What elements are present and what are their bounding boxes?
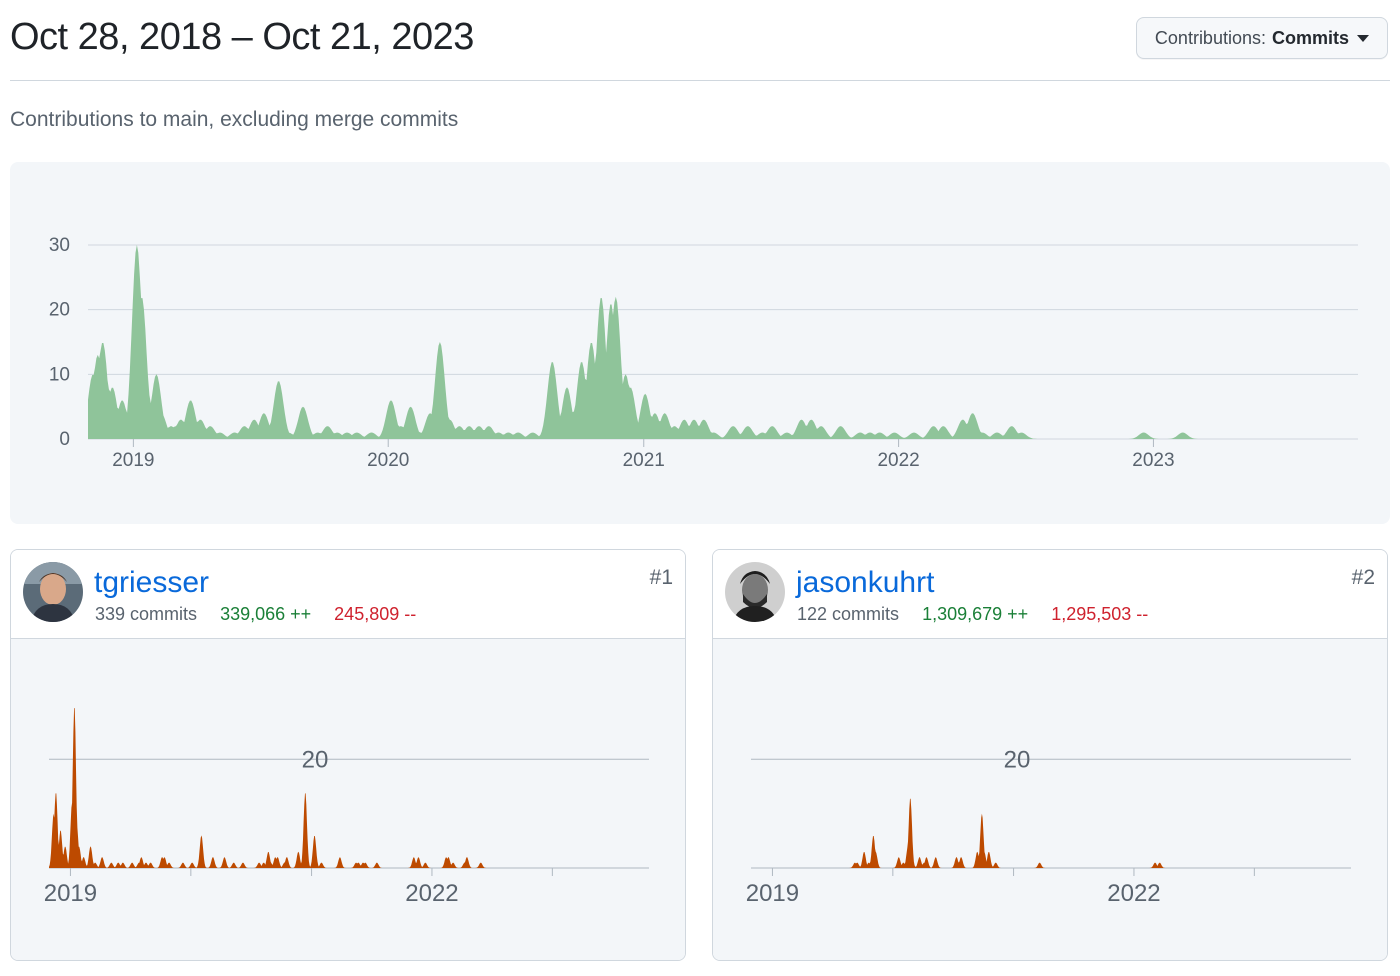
- y-tick-label: 20: [49, 300, 70, 321]
- contributor-chart-svg: 20 2019 2022: [44, 708, 649, 907]
- y-tick-label: 10: [49, 364, 70, 385]
- contributor-card: jasonkuhrt 122 commits 1,309,679 ++ 1,29…: [712, 549, 1388, 961]
- x-tick-label: 2020: [367, 450, 409, 471]
- contributor-chart-svg: 20 2019 2022: [746, 746, 1351, 907]
- series-area: [751, 798, 1351, 868]
- chart-subtitle: Contributions to main, excluding merge c…: [10, 108, 459, 131]
- additions-count: 1,309,679 ++: [922, 604, 1029, 624]
- contributor-card: tgriesser 339 commits 339,066 ++ 245,809…: [10, 549, 686, 961]
- contributor-stats: 339 commits 339,066 ++ 245,809 --: [95, 604, 434, 625]
- additions-count: 339,066 ++: [220, 604, 312, 624]
- contributor-card-header: jasonkuhrt 122 commits 1,309,679 ++ 1,29…: [713, 550, 1387, 639]
- x-tick-label: 2019: [44, 880, 97, 907]
- commit-count[interactable]: 122 commits: [797, 604, 900, 624]
- contributor-username-link[interactable]: jasonkuhrt: [796, 566, 935, 599]
- avatar[interactable]: [725, 562, 785, 622]
- contributor-username-link[interactable]: tgriesser: [94, 566, 210, 599]
- contributor-chart: 20 2019 2022: [11, 639, 685, 960]
- dropdown-value: Commits: [1271, 27, 1349, 48]
- overall-contributions-svg: 0 10 20 30 2019 2020 2021 2022 2023: [49, 235, 1358, 471]
- commit-count[interactable]: 339 commits: [95, 604, 198, 624]
- overall-contributions-chart: 0 10 20 30 2019 2020 2021 2022 2023: [10, 162, 1390, 524]
- deletions-count: 1,295,503 --: [1051, 604, 1149, 624]
- y-tick-label: 20: [1004, 746, 1031, 773]
- contributor-rank: #2: [1351, 566, 1375, 589]
- x-tick-label: 2021: [623, 450, 665, 471]
- x-tick-label: 2022: [405, 880, 458, 907]
- x-tick-label: 2019: [112, 450, 154, 471]
- x-tick-label: 2019: [746, 880, 799, 907]
- contributor-card-header: tgriesser 339 commits 339,066 ++ 245,809…: [11, 550, 685, 639]
- dropdown-label: Contributions:: [1154, 27, 1266, 48]
- page-header: Oct 28, 2018 – Oct 21, 2023 Contribution…: [10, 0, 1390, 81]
- series-area: [49, 708, 649, 868]
- contributor-rank: #1: [649, 566, 673, 589]
- avatar[interactable]: [23, 562, 83, 622]
- series-area: [88, 244, 1358, 439]
- caret-down-icon: [1357, 34, 1369, 42]
- y-tick-label: 20: [302, 746, 329, 773]
- x-tick-label: 2022: [1107, 880, 1160, 907]
- x-tick-label: 2023: [1132, 450, 1174, 471]
- deletions-count: 245,809 --: [334, 604, 417, 624]
- contributor-chart: 20 2019 2022: [713, 639, 1387, 960]
- contributions-type-dropdown[interactable]: Contributions: Commits: [1135, 17, 1388, 59]
- y-tick-label: 0: [59, 429, 70, 450]
- y-tick-label: 30: [49, 235, 70, 256]
- contributor-stats: 122 commits 1,309,679 ++ 1,295,503 --: [797, 604, 1166, 625]
- date-range-title: Oct 28, 2018 – Oct 21, 2023: [10, 16, 474, 58]
- x-tick-label: 2022: [877, 450, 919, 471]
